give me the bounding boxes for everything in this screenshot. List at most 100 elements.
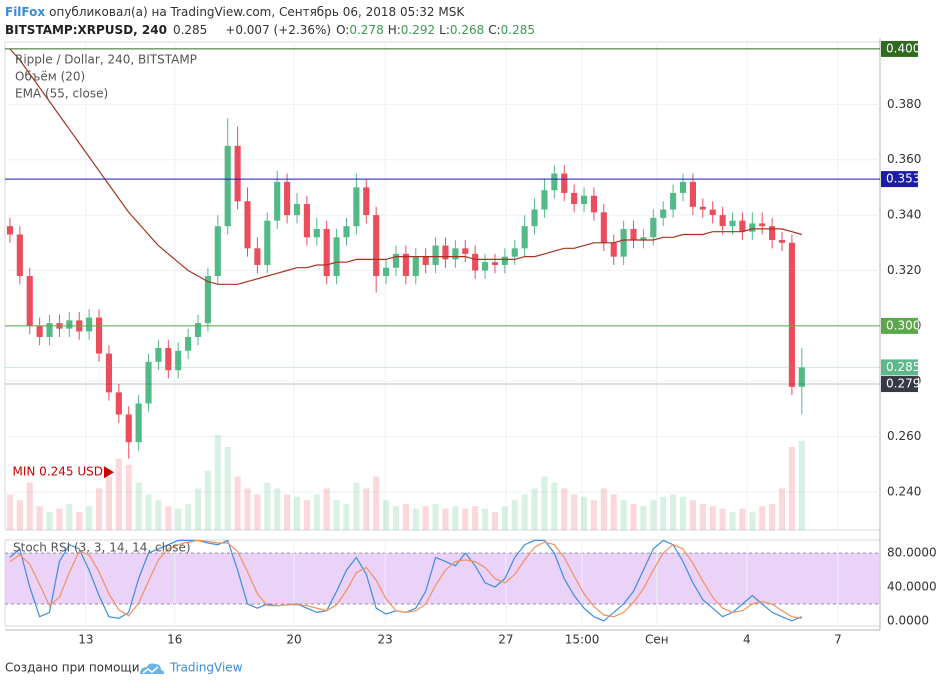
volume-bar — [343, 503, 350, 530]
volume-bar — [105, 476, 112, 530]
volume-bar — [600, 488, 607, 530]
candle-body — [452, 248, 459, 260]
candle-body — [303, 204, 310, 238]
volume-bar — [788, 446, 795, 530]
x-tick-label: 15:00 — [565, 633, 600, 647]
candle-body — [580, 195, 588, 205]
volume-bar — [145, 494, 152, 530]
candle-body — [739, 220, 746, 232]
candle-body — [561, 173, 568, 193]
candle-body — [501, 256, 508, 265]
volume-bar — [333, 500, 340, 530]
candle-body — [16, 234, 23, 277]
legend-text: Объём (20) — [15, 70, 85, 84]
candle-body — [264, 220, 271, 265]
candle-body — [709, 209, 716, 216]
indicator-title: Stoch RSI (3, 3, 14, 14, close) — [13, 541, 191, 555]
volume-bar — [412, 508, 419, 530]
ohlc-l-value: 0.268 — [450, 23, 484, 37]
candle-body — [46, 323, 53, 337]
candle-body — [293, 204, 301, 216]
candle-body — [670, 192, 677, 210]
volume-bar — [363, 488, 370, 530]
volume-bar — [36, 506, 43, 530]
price-label: 0.279 — [886, 377, 920, 391]
volume-bar — [165, 506, 172, 530]
volume-bar — [6, 494, 14, 530]
candle-body — [105, 353, 112, 393]
ohlc-h-key: H: — [388, 23, 401, 37]
volume-bar — [472, 506, 479, 530]
level-label-box — [881, 171, 918, 188]
candle-body — [640, 237, 647, 241]
candle-body — [679, 181, 687, 193]
volume-bar — [798, 440, 805, 530]
volume-bar — [303, 500, 310, 530]
volume-bar — [541, 476, 548, 530]
y-tick-label: 0.0000 — [887, 613, 929, 627]
volume-bar — [729, 512, 736, 530]
tradingview-logo[interactable] — [140, 663, 164, 674]
volume-bar — [501, 506, 508, 530]
publisher[interactable]: FilFox — [5, 5, 45, 19]
volume-bar — [185, 503, 192, 530]
candle-body — [778, 240, 786, 243]
candle-body — [383, 267, 390, 277]
price-label-box — [881, 359, 918, 376]
volume-bar — [571, 494, 578, 530]
legend-text: Ripple / Dollar, 240, BITSTAMP — [15, 53, 197, 67]
candle-body — [531, 209, 538, 227]
candle-body — [660, 209, 667, 218]
candle-body — [422, 256, 429, 265]
y-tick-label: 40.0000 — [887, 580, 937, 594]
publish-line: FilFox опубликовал(а) на TradingView.com,… — [5, 5, 465, 19]
candle-body — [234, 145, 241, 202]
price-label-box — [881, 376, 918, 393]
volume-bar — [125, 464, 132, 530]
y-tick-label: 0.380 — [887, 97, 921, 111]
candle-body — [472, 253, 479, 271]
change: +0.007 (+2.36%) — [225, 23, 331, 37]
volume-bar — [95, 488, 103, 530]
candle-body — [491, 262, 499, 265]
symbol-line: BITSTAMP:XRPUSD, 240 0.285 +0.007 (+2.36%)… — [5, 23, 535, 37]
candle-body — [442, 245, 449, 260]
last-price: 0.285 — [173, 23, 207, 37]
y-tick-label: 0.340 — [887, 208, 921, 222]
candle-body — [620, 228, 627, 257]
candle-body — [402, 253, 409, 277]
y-tick-label: 0.260 — [887, 429, 921, 443]
candle-body — [224, 145, 231, 227]
volume-bar — [313, 494, 320, 530]
footer-brand[interactable]: TradingView — [169, 661, 243, 675]
volume-bar — [551, 482, 558, 530]
volume-bar — [580, 496, 588, 530]
volume-bar — [392, 506, 400, 530]
volume-bar — [135, 482, 142, 530]
candle-body — [759, 223, 766, 227]
candle-body — [571, 192, 578, 205]
y-tick-label: 80.0000 — [887, 546, 937, 560]
volume-bar — [452, 506, 459, 530]
volume-bar — [769, 503, 776, 530]
volume-bar — [511, 500, 518, 530]
candle-body — [392, 253, 400, 268]
rsi-line — [9, 539, 802, 619]
x-tick-label: 20 — [286, 633, 301, 647]
candle-body — [432, 245, 439, 265]
candle-body — [699, 206, 706, 210]
candle-body — [185, 336, 192, 351]
volume-bar — [234, 476, 241, 530]
published-text: опубликовал(а) на TradingView.com, Сентя… — [49, 5, 465, 19]
ohlc-c-value: 0.285 — [501, 23, 535, 37]
x-tick-label: 13 — [78, 633, 93, 647]
volume-bar — [679, 496, 687, 530]
candle-body — [719, 215, 726, 227]
candle-body — [521, 226, 528, 249]
volume-bar — [76, 512, 83, 530]
candle-body — [155, 348, 162, 362]
candle-body — [135, 403, 142, 443]
candle-body — [343, 226, 350, 238]
volume-bar — [620, 500, 627, 530]
